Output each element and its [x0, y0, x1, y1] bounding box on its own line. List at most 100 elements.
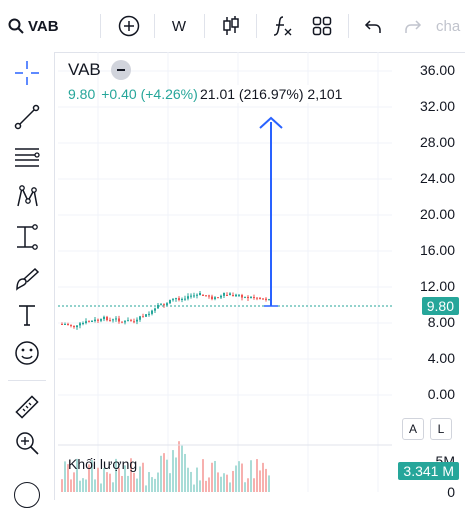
- volume-bar: [244, 482, 246, 492]
- candle-body: [130, 320, 132, 322]
- price-axis[interactable]: 36.00 32.00 28.00 24.00 20.00 16.00 12.00 8.00 4…: [392, 52, 465, 500]
- volume-bar: [100, 483, 102, 492]
- candle-body: [262, 298, 264, 300]
- candle-body: [133, 321, 135, 323]
- candle-body: [202, 295, 204, 296]
- volume-bar: [88, 464, 90, 492]
- volume-bar: [145, 485, 147, 492]
- legend-collapse-button[interactable]: [110, 60, 131, 80]
- price-tick-label: 4.00: [427, 350, 455, 366]
- indicators-icon: [273, 16, 292, 36]
- candle-body: [187, 296, 189, 299]
- add-symbol-button[interactable]: [116, 14, 142, 38]
- emoji-tool[interactable]: [12, 338, 42, 368]
- volume-bar: [157, 472, 159, 492]
- candle-body: [217, 297, 219, 299]
- candle-body: [214, 297, 216, 300]
- volume-bar: [214, 460, 216, 492]
- pattern-tool[interactable]: [12, 182, 42, 212]
- volume-bar: [139, 466, 141, 492]
- crosshair-tool[interactable]: [12, 58, 42, 88]
- price-chart[interactable]: [58, 52, 392, 492]
- indicators-button[interactable]: [270, 14, 294, 38]
- volume-bar: [190, 471, 192, 492]
- auto-scale-button[interactable]: A: [402, 418, 424, 440]
- volume-bar: [172, 450, 174, 492]
- magnet-icon[interactable]: [14, 482, 40, 508]
- candle-body: [151, 310, 153, 314]
- candle-body: [97, 319, 99, 321]
- chart-pane[interactable]: VAB 9.80 +0.40 (+4.26%) 21.01 (216.97%) …: [58, 52, 392, 492]
- candle-body: [109, 320, 111, 322]
- text-tool[interactable]: [12, 300, 42, 330]
- candle-body: [199, 293, 201, 295]
- brush-tool[interactable]: [12, 264, 42, 294]
- last-price-value: 9.80: [426, 298, 454, 314]
- volume-bar: [232, 470, 234, 492]
- candle-body: [253, 297, 255, 299]
- zoom-icon: [16, 432, 39, 455]
- volume-bar: [256, 459, 258, 492]
- candle-body: [76, 325, 78, 328]
- volume-bar: [127, 475, 129, 492]
- projection-tool[interactable]: [12, 222, 42, 252]
- candle-body: [103, 316, 105, 320]
- volume-bar: [136, 478, 138, 492]
- volume-bar: [241, 463, 243, 492]
- candle-body: [142, 316, 144, 318]
- candle-body: [124, 321, 126, 323]
- candle-body: [226, 295, 228, 296]
- zoom-tool[interactable]: [12, 428, 42, 458]
- ruler-tool[interactable]: [12, 392, 42, 422]
- price-tick-label: 28.00: [419, 134, 455, 150]
- interval-button[interactable]: W: [168, 14, 190, 38]
- volume-bar: [208, 477, 210, 492]
- volume-bar: [163, 453, 165, 492]
- volume-bar: [67, 464, 69, 492]
- candle-body: [82, 323, 84, 325]
- volume-bar: [79, 480, 81, 492]
- fib-tool[interactable]: [12, 142, 42, 172]
- volume-bar: [202, 459, 204, 492]
- candle-body: [73, 325, 75, 328]
- candle-body: [145, 314, 147, 317]
- ruler-icon: [15, 395, 39, 419]
- chart-type-button[interactable]: [220, 14, 242, 38]
- candle-body: [67, 324, 69, 326]
- redo-button[interactable]: [402, 14, 424, 38]
- volume-bar: [94, 479, 96, 492]
- trend-line-icon: [14, 104, 40, 130]
- volume-bar: [223, 473, 225, 492]
- log-scale-button[interactable]: L: [430, 418, 452, 440]
- volume-bar: [148, 472, 150, 492]
- projection-icon: [17, 224, 38, 250]
- toolbar-divider: [154, 14, 155, 38]
- volume-series: [61, 441, 270, 492]
- candle-body: [88, 321, 90, 323]
- pattern-icon: [17, 185, 38, 207]
- symbol-search[interactable]: VAB: [8, 14, 68, 38]
- volume-bar: [253, 478, 255, 492]
- price-tick-label: 32.00: [419, 98, 455, 114]
- volume-bar: [175, 457, 177, 492]
- chart-name-button[interactable]: cha: [436, 14, 465, 38]
- volume-bar: [220, 476, 222, 492]
- templates-button[interactable]: [310, 14, 334, 38]
- volume-bar: [64, 461, 66, 492]
- undo-button[interactable]: [362, 14, 384, 38]
- trend-line-tool[interactable]: [12, 102, 42, 132]
- volume-legend: Khối lượng: [68, 456, 137, 472]
- candle-body: [250, 297, 252, 299]
- volume-bar: [91, 460, 93, 492]
- candle-body: [94, 319, 96, 322]
- volume-tick: 0: [447, 484, 455, 500]
- legend-change: +0.40 (+4.26%): [101, 86, 198, 102]
- legend-values: 9.80 +0.40 (+4.26%): [68, 86, 198, 102]
- price-tick-label: 20.00: [419, 206, 455, 222]
- candle-body: [163, 304, 165, 306]
- candle-body: [205, 295, 207, 297]
- volume-bar: [115, 458, 117, 492]
- search-icon: [8, 18, 24, 34]
- price-tick-label: 24.00: [419, 170, 455, 186]
- candle-body: [235, 294, 237, 297]
